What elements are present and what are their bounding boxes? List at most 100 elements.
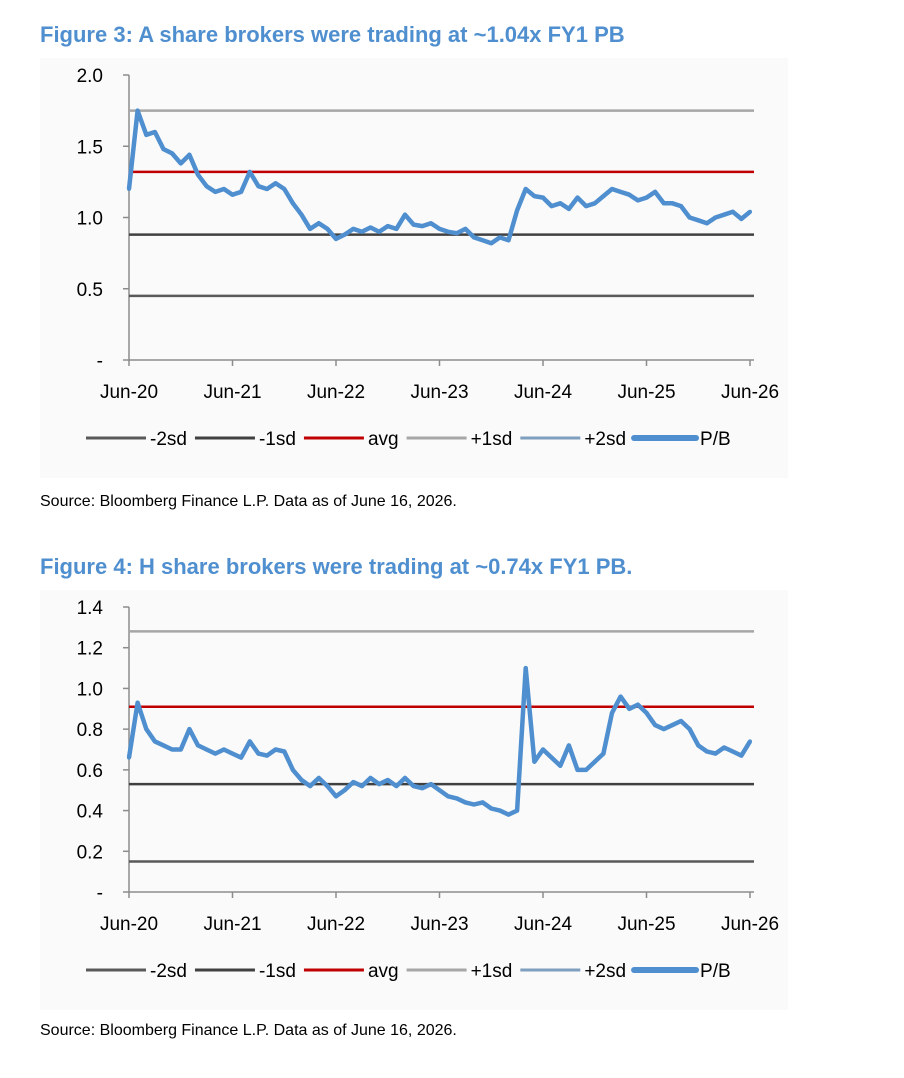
pb-point [377,229,382,234]
pb-point [152,739,157,744]
pb-point [325,784,330,789]
pb-point [403,776,407,780]
pb-point [342,788,347,793]
pb-point [187,152,192,157]
legend-label: +2sd [584,961,626,982]
pb-point [213,751,218,756]
pb-point [351,780,356,785]
pb-point [722,212,727,217]
pb-point [394,784,399,789]
pb-point [610,710,614,715]
x-tick-label: Jun-23 [410,382,468,403]
pb-point [144,727,149,732]
x-tick-label: Jun-25 [617,382,675,403]
pb-point [204,747,209,752]
y-tick-label: 0.4 [77,802,104,823]
x-tick-label: Jun-22 [307,382,365,403]
pb-point [584,767,589,772]
pb-point [428,782,433,787]
figure-4-source: Source: Bloomberg Finance L.P. Data as o… [40,1022,457,1039]
pb-point [135,700,140,705]
x-tick-label: Jun-23 [410,914,468,935]
pb-point [713,751,718,756]
pb-point [575,767,580,772]
pb-point [506,812,511,817]
y-tick-label: 2.0 [77,66,103,87]
pb-point [497,235,502,240]
pb-point [368,225,373,230]
pb-point [687,727,692,732]
pb-point [411,784,416,789]
legend-label: P/B [700,961,731,982]
pb-point [385,224,390,229]
pb-point [377,782,382,787]
pb-point [472,802,476,807]
legend-label: P/B [700,429,731,450]
y-tick-label: 0.2 [77,842,103,863]
pb-point [515,208,520,213]
legend-label: avg [368,429,399,450]
pb-point [239,189,244,194]
pb-point [722,745,727,750]
pb-point [359,784,364,789]
pb-point [299,212,304,217]
pb-point [523,187,528,191]
pb-point [351,226,356,231]
pb-point [385,778,390,783]
pb-point [679,719,683,723]
pb-point [644,710,649,715]
pb-point [618,189,623,194]
pb-point [308,226,313,231]
pb-point [334,236,338,241]
pb-point [506,238,511,243]
series-line-pb [126,108,752,246]
pb-point [282,749,287,754]
pb-point [170,747,175,752]
y-tick-label: 0.6 [77,761,103,782]
pb-point [342,232,347,237]
pb-point [558,201,563,206]
x-tick-label: Jun-21 [203,382,261,403]
pb-point [730,209,735,214]
pb-point [541,195,545,200]
x-tick-label: Jun-24 [514,382,573,403]
pb-point [316,221,321,226]
pb-point [170,151,175,156]
pb-point [584,204,589,209]
pb-point [127,187,131,191]
pb-point [178,747,183,752]
x-tick-label: Jun-26 [721,914,779,935]
pb-point [713,215,718,220]
pb-point [489,806,494,811]
pb-point [144,132,149,137]
figure-3-chart: - 0.5 1.0 1.5 2.0 Jun-20 Jun-21 Jun-22 Jun-23 Jun… [77,66,779,450]
pb-point [368,776,373,780]
pb-point [696,743,701,748]
pb-point [618,694,623,699]
pb-point [290,201,295,206]
pb-point [566,743,571,748]
y-tick-label: - [97,351,103,372]
pb-point [653,723,658,728]
pb-point [265,187,269,191]
pb-point [127,755,131,760]
pb-point [454,796,459,801]
pb-point [463,800,468,805]
pb-point [472,235,476,240]
x-tick-label: Jun-20 [100,914,158,935]
legend-label: +1sd [471,429,513,450]
pb-point [670,201,675,206]
pb-point [273,747,278,752]
pb-point [273,181,278,186]
pb-point [549,204,554,209]
pb-point [196,743,200,748]
pb-point [653,189,658,194]
pb-point [437,226,442,231]
pb-point [541,747,545,752]
figure-3-title: Figure 3: A share brokers were trading a… [40,22,625,47]
pb-point [334,794,338,799]
pb-point [549,755,554,760]
pb-point [730,749,735,754]
pb-point [213,189,218,194]
pb-point [644,195,649,200]
